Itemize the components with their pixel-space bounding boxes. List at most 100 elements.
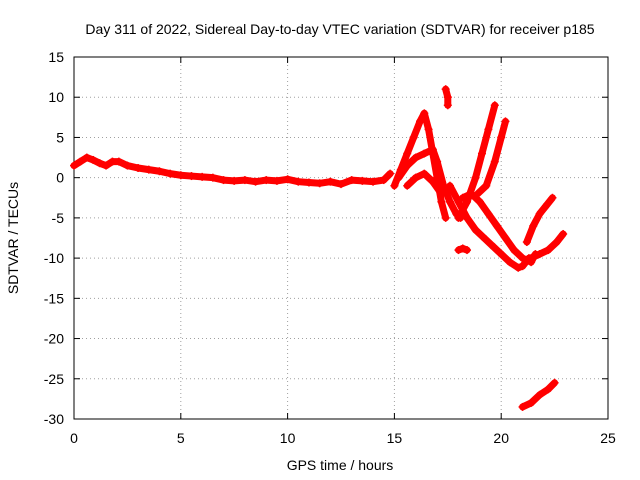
data-point (420, 149, 429, 158)
data-point (529, 221, 538, 230)
data-point (505, 258, 514, 267)
y-tick-label: 10 (48, 89, 64, 105)
series-tail-d (527, 229, 568, 263)
data-point (240, 176, 249, 185)
series-low-segment (518, 378, 559, 411)
data-point (95, 159, 104, 168)
data-point (458, 244, 467, 253)
data-point (518, 402, 527, 411)
data-point (379, 176, 388, 185)
data-point (527, 398, 536, 407)
data-point (123, 161, 132, 170)
x-axis-label: GPS time / hours (287, 457, 394, 473)
data-point (403, 161, 412, 170)
data-point (548, 193, 557, 202)
data-point (198, 172, 207, 181)
data-point (542, 201, 551, 210)
data-point (443, 93, 452, 102)
data-point (262, 176, 271, 185)
data-point (544, 385, 553, 394)
series-fall-a (445, 181, 533, 272)
y-tick-label: -10 (44, 250, 64, 266)
series-main (70, 153, 395, 189)
data-point (294, 177, 303, 186)
series-band (429, 178, 445, 198)
data-point (70, 161, 78, 170)
data-point (497, 250, 506, 259)
data-point (230, 176, 239, 185)
data-point (445, 197, 454, 206)
data-point (428, 177, 437, 186)
data-point (550, 378, 559, 387)
data-point (527, 254, 536, 263)
data-point (467, 189, 476, 198)
series-arc-c (403, 169, 446, 198)
data-point (535, 209, 544, 218)
data-point (102, 161, 111, 170)
data-point (454, 213, 463, 222)
series-spike (441, 85, 452, 110)
y-tick-label: 0 (56, 170, 64, 186)
data-point (482, 181, 491, 190)
data-point (358, 176, 367, 185)
series-band (491, 133, 505, 166)
data-point (208, 173, 217, 182)
data-point (443, 101, 452, 110)
series-rise-c (522, 193, 557, 247)
axis-ticks: 0 5 10 15 20 25 -30 -25 -20 -15 -10 -5 0 5 10 15 (44, 49, 616, 446)
data-point (544, 246, 553, 255)
series-rise-b (473, 117, 510, 198)
data-point (471, 173, 480, 182)
data-point (463, 246, 472, 255)
data-point (522, 238, 531, 247)
data-point (420, 109, 429, 118)
data-point (428, 145, 437, 154)
data-point (535, 390, 544, 399)
data-point (497, 133, 506, 142)
y-tick-label: 5 (56, 129, 64, 145)
data-point (484, 125, 493, 134)
data-point (475, 197, 484, 206)
data-point (390, 181, 399, 190)
data-point (337, 180, 345, 189)
data-point (420, 169, 429, 178)
series-band (553, 230, 567, 246)
data-point (403, 181, 412, 190)
plot-frame (73, 56, 609, 420)
data-point (510, 246, 519, 255)
data-point (477, 149, 486, 158)
data-point (416, 117, 425, 126)
x-tick-label: 10 (280, 430, 296, 446)
data-point (76, 157, 85, 166)
data-point (484, 209, 493, 218)
y-tick-label: -5 (52, 210, 65, 226)
data-point (518, 254, 527, 263)
data-point (490, 101, 499, 110)
series-band (482, 158, 499, 190)
data-point (409, 133, 418, 142)
data-point (458, 193, 467, 202)
data-point (251, 177, 260, 186)
series-band (544, 379, 559, 393)
x-tick-label: 5 (177, 430, 185, 446)
data-point (176, 171, 185, 180)
data-point (433, 157, 442, 166)
data-point (386, 169, 395, 178)
x-tick-label: 25 (600, 430, 616, 446)
data-point (492, 221, 501, 230)
data-point (518, 262, 527, 271)
data-point (441, 213, 450, 222)
series-band (542, 194, 556, 210)
y-tick-label: -30 (44, 411, 64, 427)
x-tick-label: 20 (493, 430, 509, 446)
data-point (437, 189, 446, 198)
data-point (403, 149, 412, 158)
data-point (82, 153, 91, 162)
data-point (411, 173, 420, 182)
data-point (134, 164, 143, 173)
series-band (433, 158, 448, 190)
data-point (471, 225, 480, 234)
series-cluster-18 (454, 244, 472, 255)
data-point (441, 85, 450, 94)
